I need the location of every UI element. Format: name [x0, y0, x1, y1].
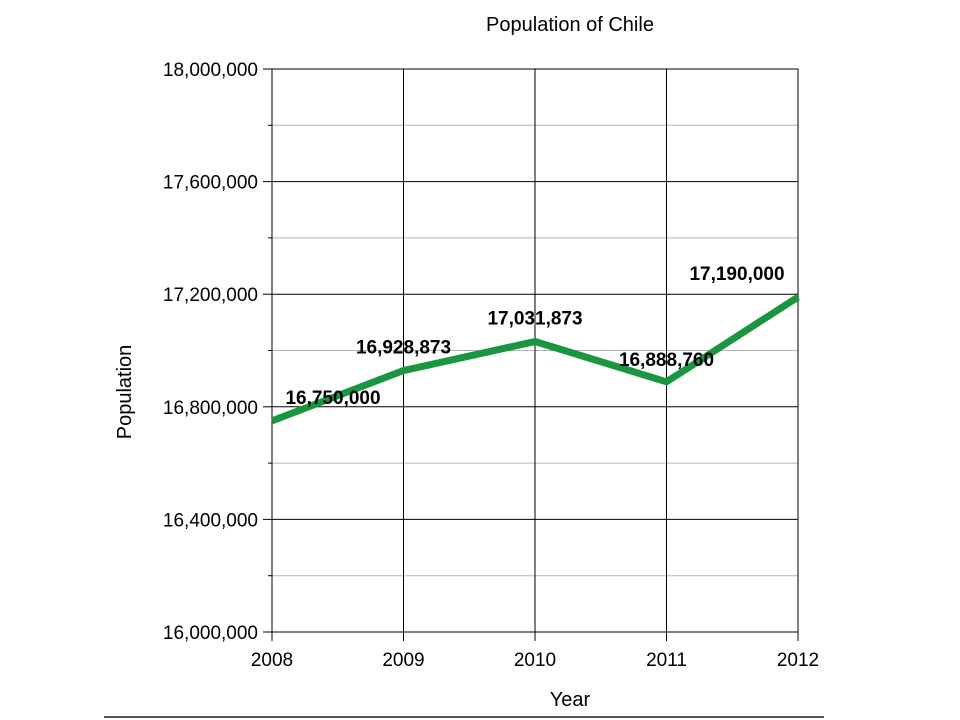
- y-tick-label: 16,400,000: [163, 510, 258, 531]
- y-tick-label: 16,800,000: [163, 398, 258, 419]
- axes: 16,000,000 16,400,000 16,800,000 17,200,000…: [163, 60, 819, 671]
- y-tick-label: 17,200,000: [163, 285, 258, 306]
- series-layer: [270, 294, 800, 425]
- y-axis-title: Population: [114, 345, 136, 440]
- x-tick-label: 2011: [646, 650, 687, 671]
- chart-title: Population of Chile: [486, 14, 654, 36]
- y-tick-label: 17,600,000: [163, 173, 258, 194]
- plot-area-frame: [271, 68, 799, 633]
- y-tick-label: 16,000,000: [163, 623, 258, 644]
- data-labels: 16,750,000 16,928,873 17,031,873 16,888,760…: [285, 264, 784, 409]
- data-label: 17,190,000: [689, 264, 784, 285]
- x-tick-label: 2008: [251, 650, 293, 671]
- x-tick-label: 2012: [777, 650, 819, 671]
- data-label: 16,928,873: [356, 338, 451, 359]
- y-tick-label: 18,000,000: [163, 60, 258, 81]
- x-tick-label: 2010: [514, 650, 556, 671]
- data-label: 16,750,000: [285, 388, 380, 409]
- x-axis-title: Year: [550, 689, 591, 711]
- data-label: 16,888,760: [619, 350, 714, 371]
- data-label: 17,031,873: [487, 309, 582, 330]
- x-tick-label: 2009: [382, 650, 424, 671]
